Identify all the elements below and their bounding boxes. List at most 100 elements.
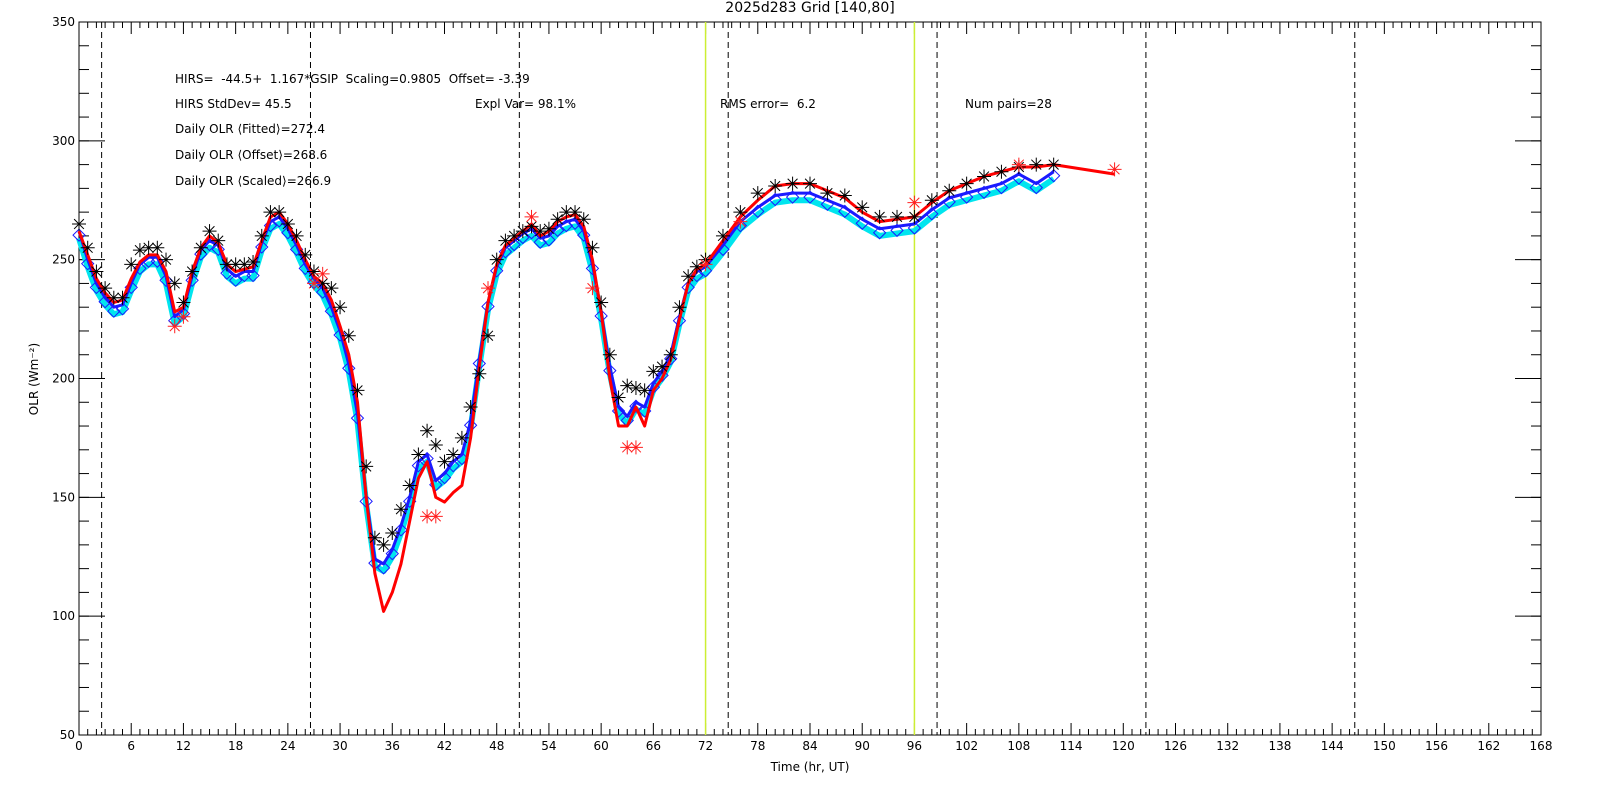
diamond-marker xyxy=(672,313,687,328)
star-marker xyxy=(959,176,974,191)
star-marker xyxy=(246,255,261,270)
star-marker xyxy=(620,440,635,455)
star-marker xyxy=(785,176,800,191)
star-marker xyxy=(385,525,400,540)
star-marker xyxy=(803,176,817,191)
x-tick-label: 30 xyxy=(332,739,347,753)
x-tick-label: 144 xyxy=(1321,739,1344,753)
star-marker xyxy=(611,390,626,405)
star-marker xyxy=(1011,157,1026,172)
star-marker xyxy=(280,217,295,232)
x-tick-label: 36 xyxy=(385,739,400,753)
star-marker xyxy=(890,209,905,224)
diamond-marker xyxy=(959,190,974,204)
star-marker xyxy=(733,205,748,220)
diamond-marker xyxy=(133,261,147,276)
star-marker xyxy=(237,257,252,272)
diamond-marker xyxy=(890,223,904,238)
diamond-marker xyxy=(115,302,130,316)
diamond-marker xyxy=(498,245,513,259)
diamond-marker xyxy=(446,458,460,473)
y-tick-label: 350 xyxy=(52,15,75,29)
star-marker xyxy=(376,537,391,552)
star-marker xyxy=(872,209,887,224)
diamond-marker xyxy=(629,399,643,413)
star-marker xyxy=(568,205,583,220)
star-marker xyxy=(141,240,156,255)
star-marker xyxy=(254,228,269,243)
diamond-marker xyxy=(437,470,452,485)
star-marker xyxy=(167,276,182,291)
star-marker xyxy=(420,423,435,438)
y-axis-label: OLR (Wm⁻²) xyxy=(27,343,41,415)
star-marker xyxy=(907,209,922,224)
star-marker xyxy=(1029,157,1044,172)
star-marker xyxy=(333,300,348,315)
star-marker xyxy=(1107,162,1122,177)
x-tick-label: 96 xyxy=(907,739,922,753)
star-marker xyxy=(211,233,226,248)
diamond-marker xyxy=(994,180,1009,195)
star-marker xyxy=(524,219,539,234)
diamond-marker xyxy=(376,561,391,575)
star-marker xyxy=(159,252,174,267)
diamond-marker xyxy=(585,261,600,276)
diamond-marker xyxy=(785,190,800,204)
star-marker xyxy=(393,502,408,517)
annotation: HIRS= -44.5+ 1.167*GSIP Scaling=0.9805 O… xyxy=(175,72,530,86)
diamond-marker xyxy=(977,185,991,200)
star-marker xyxy=(89,264,104,279)
diamond-marker xyxy=(577,228,591,242)
diamond-marker xyxy=(681,280,695,295)
diamond-marker xyxy=(751,204,765,219)
diamond-marker xyxy=(907,221,922,235)
star-marker xyxy=(855,200,870,215)
diamond-marker xyxy=(1029,180,1043,195)
star-marker xyxy=(315,276,330,291)
diamond-marker xyxy=(655,368,669,383)
star-marker xyxy=(446,447,461,462)
diamond-marker xyxy=(342,361,356,375)
star-marker xyxy=(98,281,113,296)
diamond-marker xyxy=(350,411,365,425)
star-marker xyxy=(924,193,939,208)
x-tick-label: 54 xyxy=(541,739,556,753)
star-marker xyxy=(507,228,522,243)
x-tick-label: 168 xyxy=(1530,739,1553,753)
annotation: Expl Var= 98.1% xyxy=(475,97,576,111)
x-tick-label: 48 xyxy=(489,739,504,753)
x-tick-label: 132 xyxy=(1216,739,1239,753)
y-tick-label: 100 xyxy=(52,609,75,623)
star-marker xyxy=(498,233,513,248)
star-marker xyxy=(489,252,504,267)
star-marker xyxy=(637,383,652,398)
diamond-marker xyxy=(542,233,556,247)
star-marker xyxy=(350,383,365,398)
diamond-marker xyxy=(185,273,199,288)
diamond-marker xyxy=(220,266,234,280)
star-marker xyxy=(585,281,600,296)
annotation: RMS error= 6.2 xyxy=(720,97,816,111)
star-marker xyxy=(315,266,330,281)
star-marker xyxy=(411,447,426,462)
star-marker xyxy=(698,257,713,272)
star-marker xyxy=(602,347,617,362)
star-marker xyxy=(341,328,356,343)
star-marker xyxy=(202,224,217,239)
diamond-marker xyxy=(664,352,678,366)
annotation: Daily OLR ⟨Offset⟩=268.6 xyxy=(175,148,327,162)
diamond-marker xyxy=(942,195,956,209)
star-marker xyxy=(289,228,304,243)
star-marker xyxy=(524,209,539,224)
y-tick-label: 200 xyxy=(52,372,75,386)
x-tick-label: 78 xyxy=(750,739,765,753)
x-tick-label: 60 xyxy=(594,739,609,753)
star-marker xyxy=(402,478,417,493)
star-marker xyxy=(733,214,748,229)
series-line xyxy=(77,163,1115,613)
star-marker xyxy=(628,381,643,396)
star-marker xyxy=(428,438,443,453)
star-marker xyxy=(298,247,313,262)
